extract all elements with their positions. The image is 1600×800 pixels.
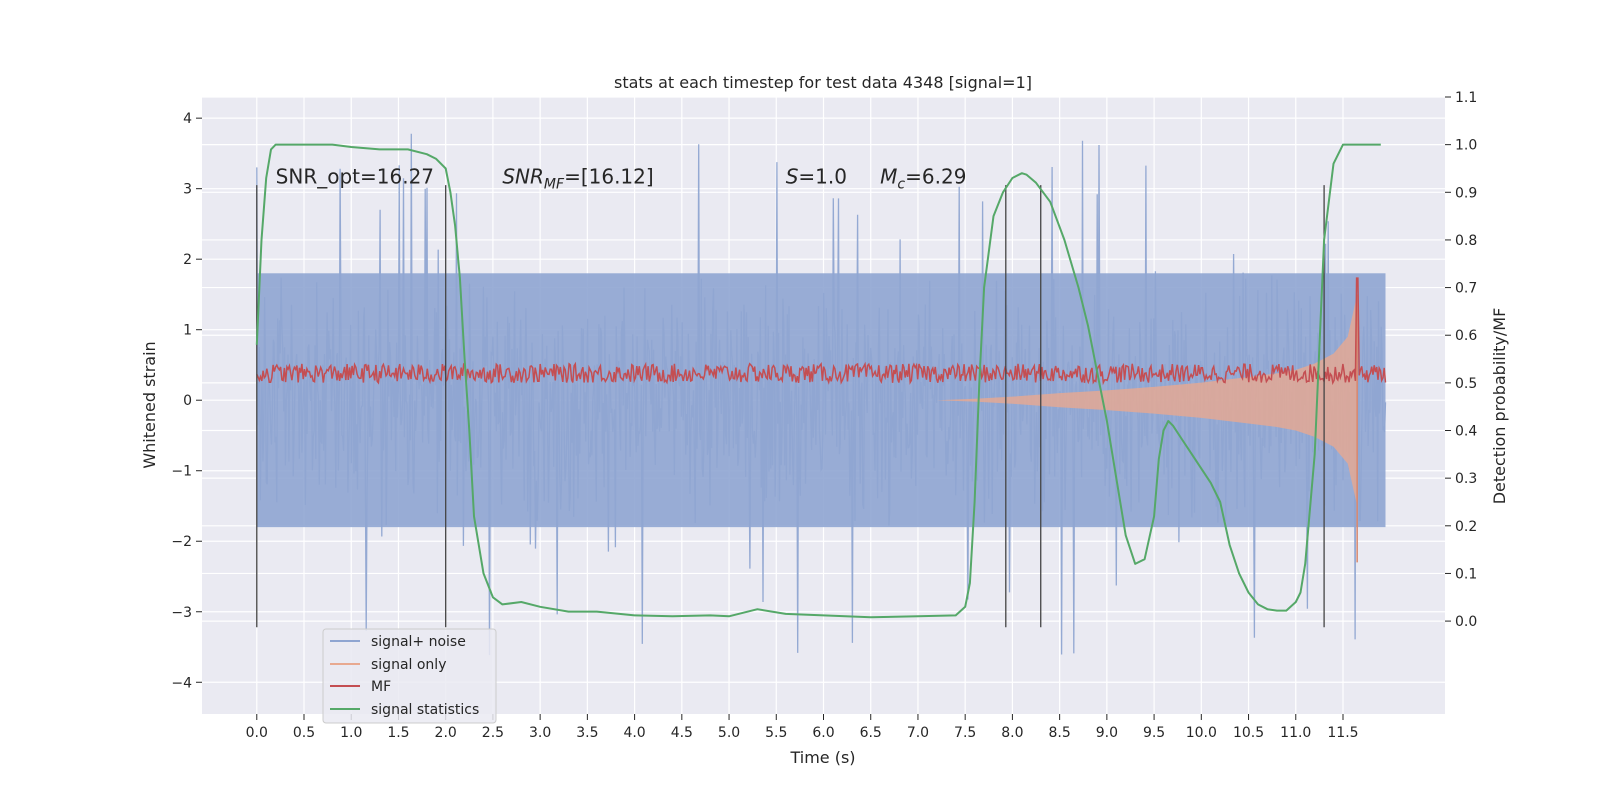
legend-label-mf: MF xyxy=(371,679,391,695)
left-y-axis-label: Whitened strain xyxy=(140,341,159,468)
annotation-1-value: =[16.12] xyxy=(564,165,654,189)
annotation-3: Mc=6.29 xyxy=(880,165,966,193)
left-tick-label-5: 1 xyxy=(183,323,192,339)
annotation-0: SNR_opt=16.27 xyxy=(276,165,434,189)
x-tick-label-10: 5.0 xyxy=(718,725,740,741)
x-axis-label: Time (s) xyxy=(789,748,855,767)
x-tick-label-12: 6.0 xyxy=(812,725,834,741)
legend-label-signal-noise: signal+ noise xyxy=(371,634,466,650)
x-tick-label-1: 0.5 xyxy=(293,725,315,741)
signal-statistics-series xyxy=(255,143,1381,619)
annotation-1-base: SNR xyxy=(502,165,544,189)
right-tick-label-7: 0.7 xyxy=(1455,281,1477,297)
x-tick-label-4: 2.0 xyxy=(435,725,457,741)
left-tick-label-3: −1 xyxy=(171,464,192,480)
annotation-3-value: =6.29 xyxy=(905,165,966,189)
right-y-ticks: 0.0 0.1 0.2 0.3 0.4 0.5 0.6 0.7 0.8 0.9 1.0 1.1 xyxy=(1445,90,1477,630)
legend-box xyxy=(322,628,497,724)
signal-statistics-line xyxy=(255,143,1381,619)
signal-only-series xyxy=(936,294,1358,563)
x-tick-label-3: 1.5 xyxy=(387,725,409,741)
annotation-3-subscript: c xyxy=(897,177,905,193)
left-tick-label-0: −4 xyxy=(171,675,192,691)
x-tick-label-8: 4.0 xyxy=(623,725,645,741)
annotation-2-value: =1.0 xyxy=(798,165,847,189)
x-tick-label-11: 5.5 xyxy=(765,725,787,741)
x-tick-label-14: 7.0 xyxy=(907,725,929,741)
right-tick-label-9: 0.9 xyxy=(1455,185,1477,201)
x-tick-label-5: 2.5 xyxy=(482,725,504,741)
x-tick-label-0: 0.0 xyxy=(246,725,268,741)
right-tick-label-10: 1.0 xyxy=(1455,138,1477,154)
x-tick-label-21: 10.5 xyxy=(1233,725,1264,741)
right-tick-label-5: 0.5 xyxy=(1455,376,1477,392)
left-tick-label-7: 3 xyxy=(183,182,192,198)
x-tick-label-23: 11.5 xyxy=(1327,725,1358,741)
mf-line xyxy=(256,277,1387,386)
annotation-3-base: M xyxy=(880,165,897,189)
x-tick-label-22: 11.0 xyxy=(1280,725,1311,741)
mf-series xyxy=(256,277,1387,386)
signal-only-envelope xyxy=(936,294,1358,506)
annotation-2: S=1.0 xyxy=(786,165,847,189)
right-tick-label-6: 0.6 xyxy=(1455,328,1477,344)
right-tick-label-3: 0.3 xyxy=(1455,471,1477,487)
left-y-ticks: −4 −3 −2 −1 0 1 2 3 4 xyxy=(171,111,202,691)
right-y-axis-label: Detection probability/MF xyxy=(1490,308,1509,505)
right-tick-label-0: 0.0 xyxy=(1455,614,1477,630)
annotation-2-symbol: S xyxy=(786,165,799,189)
x-ticks: 0.0 0.5 1.0 1.5 2.0 2.5 3.0 3.5 4.0 4.5 5.0 5.5 6.0 6… xyxy=(246,714,1359,741)
left-tick-label-2: −2 xyxy=(171,534,192,550)
right-tick-label-11: 1.1 xyxy=(1455,90,1477,106)
x-tick-label-15: 7.5 xyxy=(954,725,976,741)
legend-label-signal-only: signal only xyxy=(371,657,446,673)
legend: signal+ noise signal only MF signal stat… xyxy=(322,628,497,724)
x-tick-label-7: 3.5 xyxy=(576,725,598,741)
left-tick-label-4: 0 xyxy=(183,393,192,409)
right-tick-label-4: 0.4 xyxy=(1455,424,1477,440)
x-tick-label-18: 9.0 xyxy=(1096,725,1118,741)
x-tick-label-6: 3.0 xyxy=(529,725,551,741)
left-tick-label-8: 4 xyxy=(183,111,192,127)
annotation-1: SNRMF=[16.12] xyxy=(502,165,653,193)
right-tick-label-1: 0.1 xyxy=(1455,566,1477,582)
x-tick-label-17: 8.5 xyxy=(1048,725,1070,741)
chart-title: stats at each timestep for test data 434… xyxy=(614,73,1032,92)
x-tick-label-20: 10.0 xyxy=(1186,725,1217,741)
left-tick-label-6: 2 xyxy=(183,252,192,268)
x-tick-label-9: 4.5 xyxy=(671,725,693,741)
right-tick-label-2: 0.2 xyxy=(1455,519,1477,535)
x-tick-label-13: 6.5 xyxy=(860,725,882,741)
annotation-1-subscript: MF xyxy=(544,177,565,193)
left-tick-label-1: −3 xyxy=(171,605,192,621)
x-tick-label-19: 9.5 xyxy=(1143,725,1165,741)
x-tick-label-2: 1.0 xyxy=(340,725,362,741)
annotations: SNR_opt=16.27 SNRMF=[16.12] S=1.0 Mc=6.29 xyxy=(276,165,967,193)
right-tick-label-8: 0.8 xyxy=(1455,233,1477,249)
legend-label-signal-statistics: signal statistics xyxy=(371,702,479,718)
x-tick-label-16: 8.0 xyxy=(1001,725,1023,741)
